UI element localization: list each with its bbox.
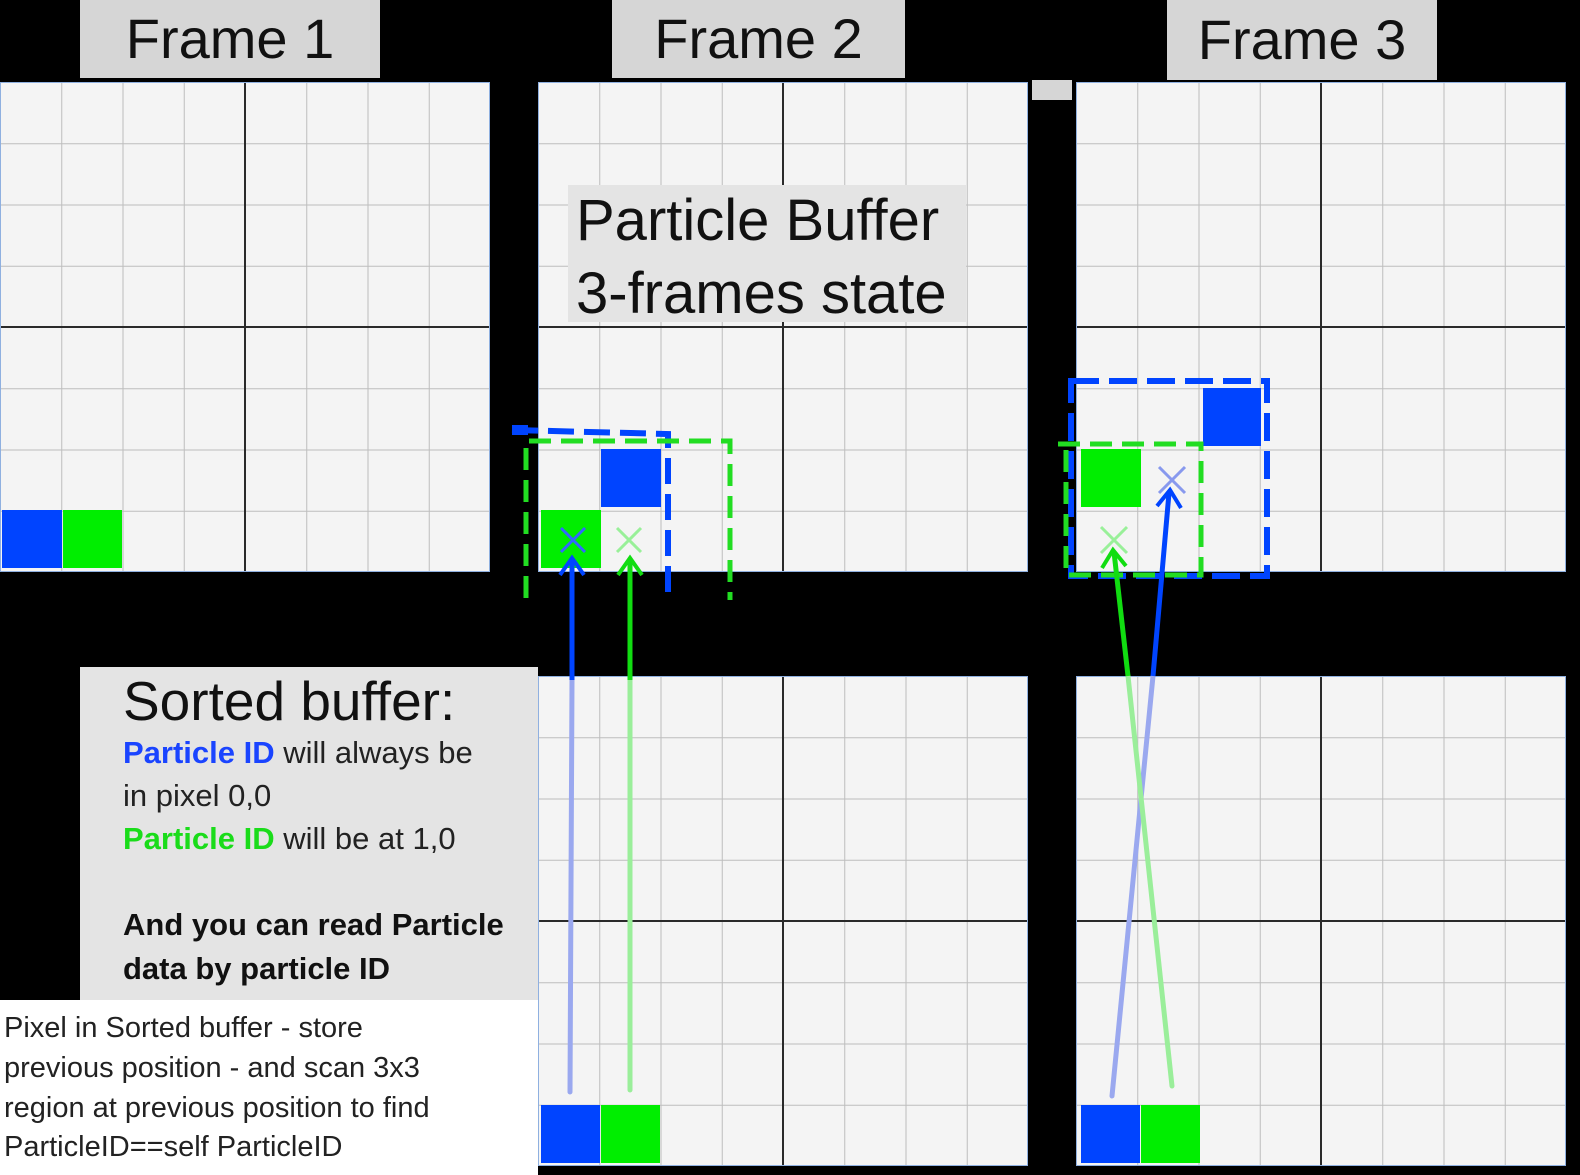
sorted-buffer-panel: Sorted buffer: Particle ID will always b… [80, 667, 538, 1000]
frame2-green-scan-region [523, 438, 733, 600]
frame3-blue-arrow [1109, 486, 1183, 1099]
frame2-green-arrow [616, 554, 644, 1093]
note-line-2: previous position - and scan 3x3 [4, 1052, 420, 1084]
blue-particle-desc: will always be [274, 735, 473, 770]
frame2-green-x-marker [615, 526, 643, 554]
frame3-label: Frame 3 [1167, 0, 1437, 80]
frame3-label-tab [1032, 80, 1072, 100]
sorted-bold-line2: data by particle ID [123, 951, 391, 986]
frame3-particle-grid [1076, 82, 1566, 572]
frame3-sorted-grid [1076, 676, 1566, 1166]
blue-particle-id-label: Particle ID [123, 735, 275, 770]
frame3-green-particle [1081, 449, 1141, 507]
frame3-blue-x-marker [1157, 465, 1187, 495]
sorted-buffer-title: Sorted buffer: [123, 670, 456, 732]
frame3-blue-scan-region [1068, 378, 1270, 579]
frame3-green-x-marker [1099, 525, 1129, 555]
frame3-green-arrow [1100, 546, 1175, 1089]
frame3-blue-particle [1203, 388, 1261, 446]
frame2-blue-arrow [558, 554, 586, 1095]
note-line-1: Pixel in Sorted buffer - store [4, 1012, 363, 1044]
frame2-sorted-grid [538, 676, 1028, 1166]
particle-buffer-title: Particle Buffer 3-frames state [568, 185, 966, 326]
frame2-blue-scan-region [511, 425, 671, 593]
particle-buffer-title-line2: 3-frames state [576, 260, 947, 326]
sorted-blue-line: Particle ID will always be [123, 735, 473, 771]
sorted3-green-particle [1141, 1105, 1200, 1163]
note-line-4: ParticleID==self ParticleID [4, 1131, 343, 1163]
frame1-green-particle [63, 510, 122, 568]
frame2-blue-x-marker [559, 526, 587, 554]
sorted-bold-line1: And you can read Particle [123, 907, 504, 942]
note-line-3: region at previous position to find [4, 1092, 430, 1124]
sorted-green-line: Particle ID will be at 1,0 [123, 821, 456, 857]
frame2-label: Frame 2 [612, 0, 905, 78]
green-particle-desc: will be at 1,0 [274, 821, 456, 856]
sorted-buffer-note: Pixel in Sorted buffer - store previous … [0, 1000, 538, 1175]
frame2-blue-particle [601, 449, 661, 507]
sorted2-green-particle [601, 1105, 660, 1163]
sorted2-blue-particle [541, 1105, 600, 1163]
frame1-label: Frame 1 [80, 0, 380, 78]
frame1-particle-grid [0, 82, 490, 572]
sorted3-blue-particle [1081, 1105, 1140, 1163]
sorted-blue-line2: in pixel 0,0 [123, 778, 272, 813]
particle-buffer-title-line1: Particle Buffer [576, 188, 940, 253]
frame1-blue-particle [2, 510, 62, 568]
green-particle-id-label: Particle ID [123, 821, 275, 856]
frame3-green-scan-region [1058, 441, 1204, 578]
